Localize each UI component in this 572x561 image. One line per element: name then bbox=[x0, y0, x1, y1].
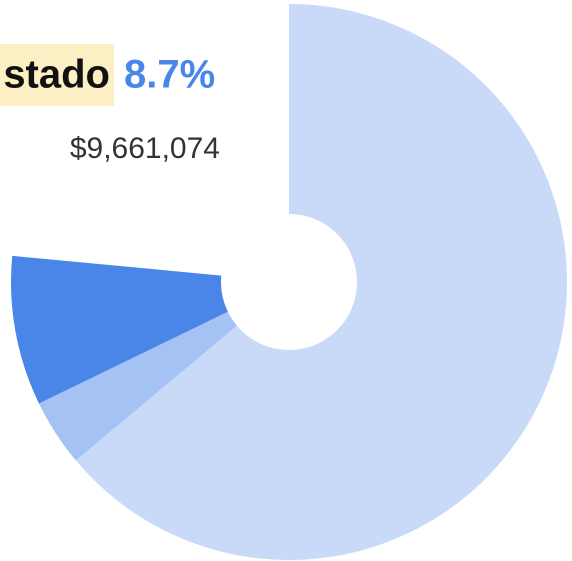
donut-slice bbox=[75, 4, 567, 560]
amount-label: $9,661,074 bbox=[70, 132, 220, 165]
percent-label: 8.7% bbox=[124, 53, 215, 97]
label-highlight bbox=[0, 44, 114, 106]
category-label: stado bbox=[3, 53, 110, 97]
donut bbox=[11, 4, 567, 560]
donut-slice bbox=[11, 255, 228, 404]
donut-slice bbox=[38, 311, 237, 461]
